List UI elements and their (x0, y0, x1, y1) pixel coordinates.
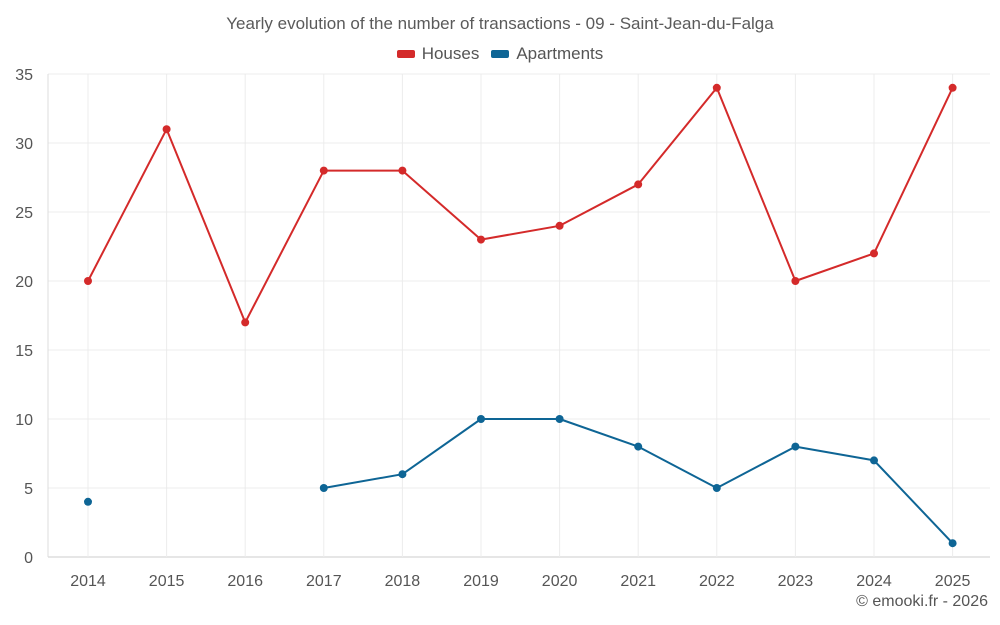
legend-label-houses: Houses (421, 44, 480, 63)
x-tick-label: 2024 (856, 573, 892, 590)
y-tick-label: 5 (24, 481, 33, 498)
x-tick-label: 2018 (385, 573, 421, 590)
data-point-houses (791, 277, 800, 285)
chart-title: Yearly evolution of the number of transa… (226, 14, 774, 33)
data-point-apartments (870, 456, 878, 465)
data-point-houses (162, 125, 171, 134)
data-point-apartments (319, 484, 328, 492)
data-point-houses (948, 83, 957, 92)
legend-swatch-houses (396, 50, 415, 58)
data-point-houses (398, 166, 407, 175)
data-point-houses (477, 235, 485, 244)
legend: Houses Apartments (0, 44, 1000, 64)
x-tick-label: 2016 (227, 573, 263, 590)
data-point-houses (241, 318, 250, 327)
data-point-houses (712, 83, 721, 92)
x-tick-label: 2021 (620, 573, 656, 590)
x-tick-label: 2023 (778, 573, 814, 590)
copyright: © emooki.fr - 2026 (856, 593, 988, 610)
y-tick-label: 20 (15, 274, 33, 291)
y-tick-label: 0 (24, 550, 33, 567)
legend-swatch-apartments (491, 50, 510, 58)
data-point-apartments (555, 415, 564, 423)
x-tick-label: 2025 (935, 573, 971, 590)
legend-label-apartments: Apartments (516, 44, 604, 63)
y-tick-label: 25 (15, 205, 33, 222)
legend-item-houses[interactable]: Houses (396, 44, 480, 64)
data-point-houses (870, 249, 878, 258)
x-tick-label: 2017 (306, 573, 342, 590)
data-point-apartments (948, 539, 957, 548)
series-line-houses (87, 86, 954, 324)
data-point-houses (634, 180, 643, 189)
legend-item-apartments[interactable]: Apartments (491, 44, 603, 64)
x-tick-label: 2015 (149, 573, 185, 590)
data-point-houses (555, 221, 564, 230)
data-point-apartments (84, 497, 92, 506)
x-tick-label: 2019 (463, 573, 499, 590)
y-tick-label: 35 (15, 67, 33, 84)
data-point-apartments (712, 484, 721, 492)
data-point-houses (84, 277, 92, 285)
y-tick-label: 30 (15, 136, 33, 153)
y-tick-label: 10 (15, 412, 33, 429)
data-point-apartments (477, 415, 485, 423)
x-tick-label: 2020 (542, 573, 578, 590)
x-tick-label: 2014 (70, 573, 106, 590)
data-point-houses (319, 166, 328, 175)
data-point-apartments (398, 470, 407, 479)
data-point-apartments (634, 442, 643, 451)
y-tick-label: 15 (15, 343, 33, 360)
x-tick-label: 2022 (699, 573, 735, 590)
data-point-apartments (791, 442, 800, 451)
